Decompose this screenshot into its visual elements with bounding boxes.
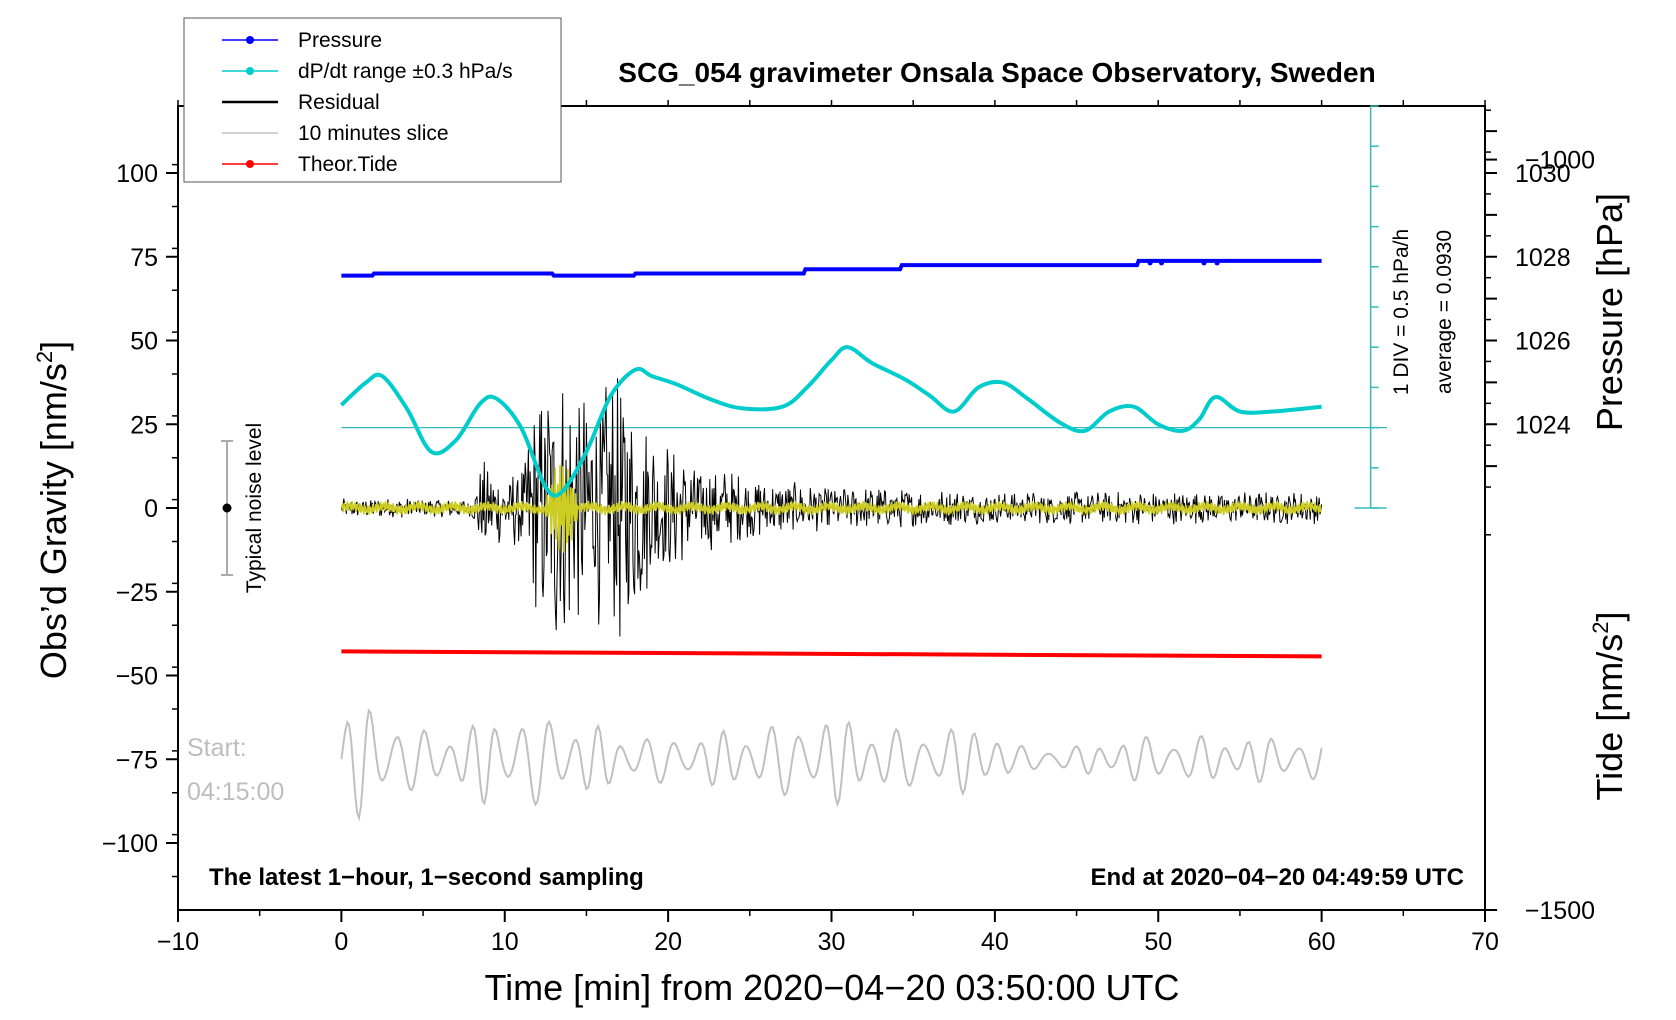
series-filtered-residual bbox=[340, 464, 1322, 553]
x-axis-label: Time [min] from 2020−04−20 03:50:00 UTC bbox=[484, 967, 1179, 1008]
pressure-marker bbox=[1201, 260, 1207, 266]
x-tick-label: 70 bbox=[1471, 928, 1499, 956]
series-10min-slice bbox=[340, 708, 1323, 822]
pressure-tick-label: 1028 bbox=[1515, 244, 1571, 272]
average-label: average = 0.0930 bbox=[1433, 230, 1456, 394]
noise-bar-center-dot bbox=[222, 503, 232, 513]
series-dpdt bbox=[340, 345, 1322, 498]
dpdt-scale-axis bbox=[341, 105, 1387, 509]
legend-marker bbox=[246, 36, 254, 44]
noise-level-bar bbox=[221, 440, 234, 576]
y-tick-label: 25 bbox=[130, 411, 158, 439]
y-tick-label: −75 bbox=[116, 746, 158, 774]
pressure-axis-ticks: 1024 1026 1028 1030 bbox=[1485, 109, 1571, 488]
y-tick-label: 50 bbox=[130, 328, 158, 356]
x-axis-ticks: −10 0 10 20 30 40 50 60 70 bbox=[157, 100, 1499, 956]
sampling-note: The latest 1−hour, 1−second sampling bbox=[209, 864, 644, 891]
tide-label-text: Tide [nm/s bbox=[1589, 634, 1630, 801]
y-axis-label-gravity: Obs’d Gravity [nm/s2] bbox=[32, 341, 74, 679]
y-tick-label: −50 bbox=[116, 663, 158, 691]
pressure-tick-label: 1026 bbox=[1515, 328, 1571, 356]
y-tick-label: 75 bbox=[130, 244, 158, 272]
series-layer bbox=[340, 258, 1323, 822]
x-tick-label: −10 bbox=[157, 928, 199, 956]
tide-tick-label: −1000 bbox=[1525, 147, 1595, 175]
tide-label-sup: 2 bbox=[1588, 622, 1613, 634]
div-label: 1 DIV = 0.5 hPa/h bbox=[1390, 229, 1413, 395]
y-tick-label: 0 bbox=[144, 495, 158, 523]
tide-label-end: ] bbox=[1589, 612, 1630, 622]
legend: Pressure dP/dt range ±0.3 hPa/s Residual 10… bbox=[183, 17, 562, 183]
pressure-marker bbox=[1147, 260, 1153, 266]
pressure-axis-label: Pressure [hPa] bbox=[1589, 193, 1630, 431]
y-axis-ticks: −100 −75 −50 −25 0 25 50 75 100 bbox=[102, 160, 178, 878]
y-label-main-sup: 2 bbox=[32, 351, 57, 363]
legend-box bbox=[183, 17, 562, 183]
pressure-marker bbox=[1214, 260, 1220, 266]
legend-label: Pressure bbox=[298, 29, 382, 52]
pressure-tick-label: 1030 bbox=[1515, 160, 1571, 188]
x-tick-label: 0 bbox=[334, 928, 348, 956]
legend-marker bbox=[246, 67, 254, 75]
legend-label: 10 minutes slice bbox=[298, 122, 449, 145]
pressure-marker bbox=[1159, 260, 1165, 266]
series-pressure bbox=[341, 258, 1322, 278]
x-tick-label: 30 bbox=[818, 928, 846, 956]
legend-label: Theor.Tide bbox=[298, 153, 398, 176]
tide-axis-ticks: −1500−1000−50005001000 bbox=[1485, 147, 1595, 925]
x-tick-label: 60 bbox=[1308, 928, 1336, 956]
tide-tick-label: −1500 bbox=[1525, 897, 1595, 925]
start-time: 04:15:00 bbox=[187, 778, 284, 806]
y-label-main-end: ] bbox=[33, 341, 74, 351]
legend-label: dP/dt range ±0.3 hPa/s bbox=[298, 60, 513, 83]
x-tick-label: 40 bbox=[981, 928, 1009, 956]
x-tick-label: 50 bbox=[1144, 928, 1172, 956]
y-tick-label: 100 bbox=[116, 160, 158, 188]
legend-label: Residual bbox=[298, 91, 380, 114]
x-tick-label: 20 bbox=[654, 928, 682, 956]
x-tick-label: 10 bbox=[491, 928, 519, 956]
end-time-note: End at 2020−04−20 04:49:59 UTC bbox=[1090, 864, 1464, 891]
pressure-tick-label: 1024 bbox=[1515, 411, 1571, 439]
series-theor-tide bbox=[341, 649, 1322, 659]
y-tick-label: −25 bbox=[116, 579, 158, 607]
legend-marker bbox=[246, 160, 254, 168]
start-label: Start: bbox=[187, 734, 247, 762]
chart-title: SCG_054 gravimeter Onsala Space Observat… bbox=[618, 57, 1375, 88]
y-tick-label: −100 bbox=[102, 830, 158, 858]
y-label-main-text: Obs’d Gravity [nm/s bbox=[33, 363, 74, 679]
tide-axis-label: Tide [nm/s2] bbox=[1588, 612, 1630, 801]
noise-label: Typical noise level bbox=[243, 423, 266, 593]
